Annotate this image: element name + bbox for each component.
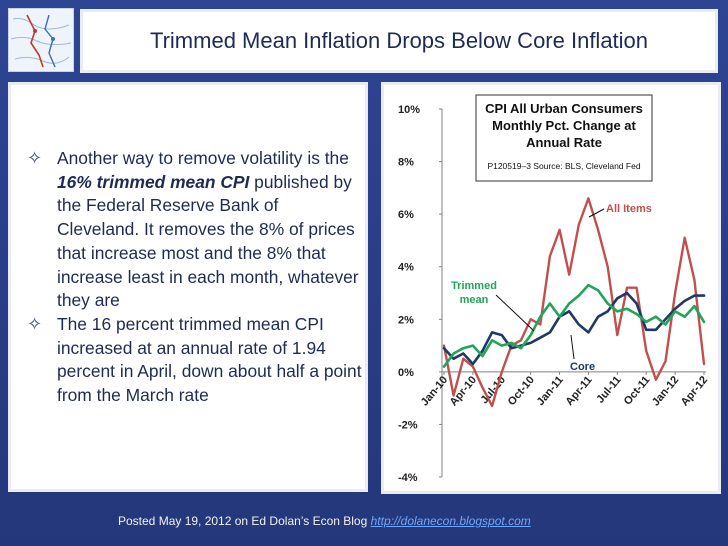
bullet-item: ✧ The 16 percent trimmed mean CPI increa… xyxy=(25,313,365,408)
x-tick-label: Oct-10 xyxy=(506,374,537,408)
footer: Posted May 19, 2012 on Ed Dolan’s Econ B… xyxy=(118,514,531,528)
y-tick-label: 4% xyxy=(398,262,414,274)
slide-title: Trimmed Mean Inflation Drops Below Core … xyxy=(149,28,649,53)
annotation-all-items: All Items xyxy=(606,203,652,215)
annotation-arrow xyxy=(570,334,575,360)
chart-panel: 10% 8% 6% 4% 2% 0% -2% -4% Jan-10 Apr-10 Jul-10 Oct… xyxy=(381,82,721,494)
y-tick-label: 10% xyxy=(398,104,420,116)
x-tick-label: Jan-10 xyxy=(419,374,451,408)
title-box: Trimmed Mean Inflation Drops Below Core … xyxy=(80,9,718,73)
diamond-bullet-icon: ✧ xyxy=(27,148,43,168)
annotation-trimmed: Trimmed xyxy=(451,280,497,292)
chart-source: P120519–3 Source: BLS, Cleveland Fed xyxy=(487,161,640,171)
bullet-emphasis: 16% trimmed mean CPI xyxy=(57,171,250,192)
bullet-text: published by the Federal Reserve Bank of… xyxy=(57,171,359,311)
x-tick-label: Apr-12 xyxy=(679,374,711,408)
y-tick-label: 6% xyxy=(398,209,414,221)
chart-title-line: Annual Rate xyxy=(526,135,602,150)
chart-title-box xyxy=(475,94,653,182)
y-tick-label: 2% xyxy=(398,314,414,326)
series-line-core xyxy=(442,291,706,366)
annotation-core: Core xyxy=(570,361,595,373)
bullet-list: ✧ Another way to remove volatility is th… xyxy=(25,147,365,408)
logo-map xyxy=(8,8,74,72)
bullet-text: The 16 percent trimmed mean CPI increase… xyxy=(57,313,362,406)
y-tick-label: 0% xyxy=(398,367,414,379)
annotation-trimmed-mean: mean xyxy=(460,294,489,306)
y-tick-label: -2% xyxy=(398,419,418,431)
series-line-all-items xyxy=(442,197,706,408)
annotation-arrow xyxy=(495,294,535,332)
diamond-bullet-icon: ✧ xyxy=(27,313,43,334)
bullet-item: ✧ Another way to remove volatility is th… xyxy=(25,147,365,313)
map-icon xyxy=(9,9,73,71)
y-tick-label: 8% xyxy=(398,157,414,169)
x-tick-label: Jan-11 xyxy=(535,374,566,408)
footer-text: Posted May 19, 2012 on Ed Dolan’s Econ B… xyxy=(118,514,368,528)
x-tick-label: Oct-11 xyxy=(622,374,653,407)
bullet-text: Another way to remove volatility is the xyxy=(57,148,349,168)
x-tick-label: Jul-11 xyxy=(594,374,623,406)
text-panel: ✧ Another way to remove volatility is th… xyxy=(8,82,368,492)
x-tick-label: Apr-11 xyxy=(564,374,595,408)
blog-link[interactable]: http://dolanecon.blogspot.com xyxy=(370,514,531,528)
y-tick-label: -4% xyxy=(398,472,418,484)
chart-title-line: CPI All Urban Consumers xyxy=(485,101,643,116)
series-line-trimmed-mean xyxy=(442,283,706,368)
annotation-arrow xyxy=(588,208,605,218)
chart-title-line: Monthly Pct. Change at xyxy=(492,118,636,133)
